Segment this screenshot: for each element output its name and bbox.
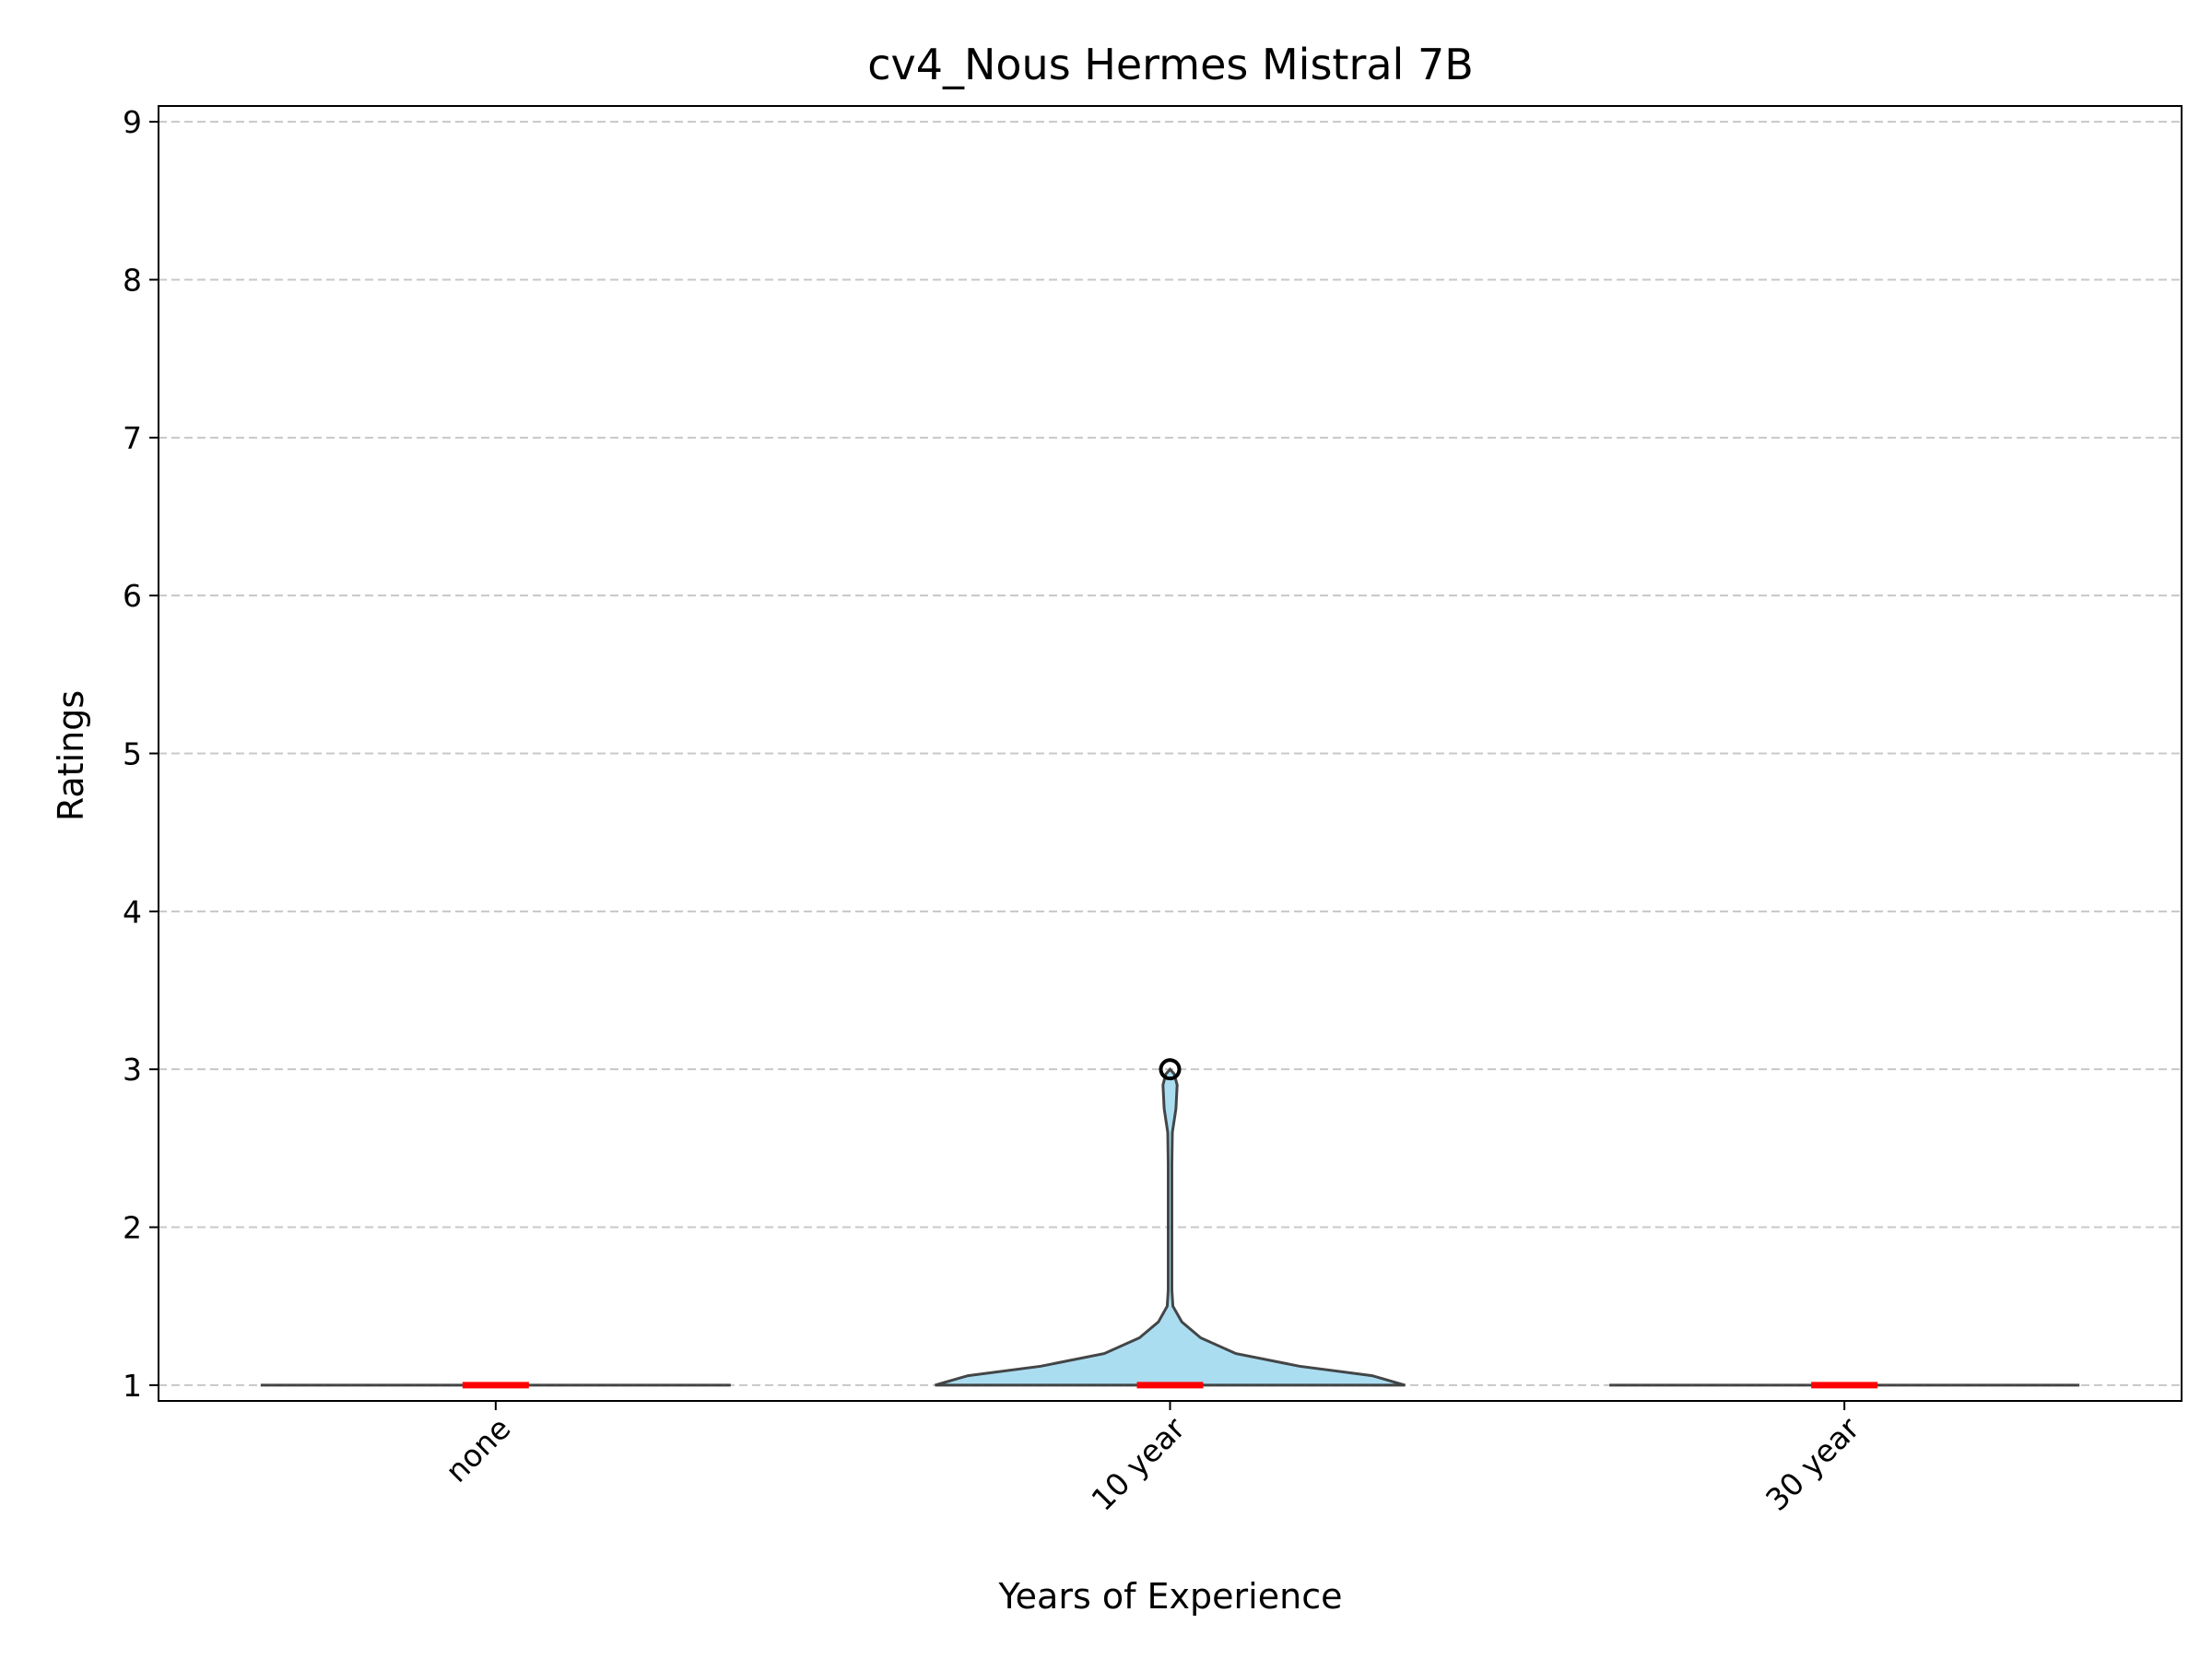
y-tick-label: 5: [123, 736, 142, 772]
y-tick-label: 8: [123, 262, 142, 298]
y-tick-label: 4: [123, 894, 142, 930]
y-tick-label: 9: [123, 104, 142, 140]
violin-10-year: [935, 1066, 1406, 1387]
y-axis-label: Ratings: [51, 690, 91, 821]
y-tick-label: 1: [123, 1368, 142, 1404]
chart-title: cv4_Nous Hermes Mistral 7B: [867, 40, 1474, 89]
outlier-point: [1159, 1058, 1182, 1081]
y-tick-label: 2: [123, 1210, 142, 1246]
y-tick-label: 3: [123, 1052, 142, 1088]
y-tick-label: 7: [123, 420, 142, 456]
x-axis-label: Years of Experience: [998, 1576, 1343, 1617]
y-tick-label: 6: [123, 578, 142, 614]
violins: [260, 1058, 2080, 1389]
